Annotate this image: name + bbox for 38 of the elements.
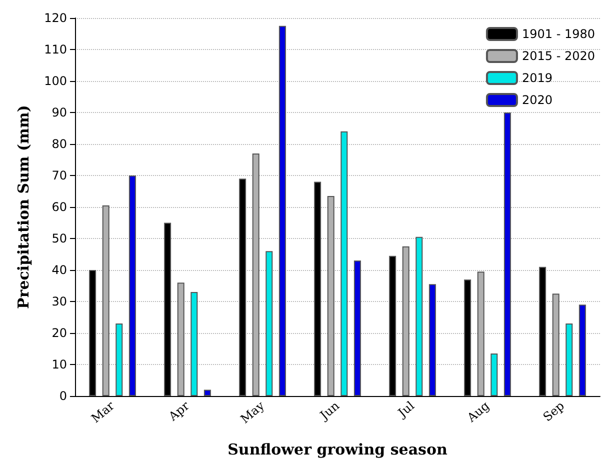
x-tick-label: Sep — [540, 398, 568, 424]
bar — [354, 260, 361, 396]
y-tick-label: 120 — [44, 11, 67, 25]
bar — [566, 324, 573, 396]
bar — [116, 324, 123, 396]
bar — [278, 26, 286, 396]
y-tick-label: 20 — [52, 326, 67, 340]
bar — [128, 176, 136, 396]
bar — [428, 284, 436, 396]
y-tick-label: 110 — [44, 42, 67, 56]
x-tick-label: Aug — [464, 398, 492, 426]
legend-label: 2015 - 2020 — [522, 49, 596, 63]
legend-label: 1901 - 1980 — [522, 27, 596, 41]
y-tick-label: 10 — [52, 358, 67, 372]
y-tick-label: 70 — [52, 168, 67, 182]
y-tick-label: 80 — [52, 137, 67, 151]
bar — [204, 390, 211, 396]
y-tick-label: 0 — [59, 389, 67, 403]
x-axis-title: Sunflower growing season — [228, 440, 448, 458]
y-tick-label: 50 — [52, 232, 67, 246]
x-tick-label: Apr — [165, 398, 192, 424]
bar — [416, 236, 423, 396]
bar — [578, 304, 586, 396]
bar — [340, 131, 348, 396]
bar — [504, 112, 511, 396]
x-tick-label: Jul — [394, 398, 418, 422]
legend-label: 2019 — [522, 71, 553, 85]
y-axis-title: Precipitation Sum (mm) — [14, 105, 32, 309]
x-tick-label: Jun — [316, 398, 342, 424]
y-tick-label: 90 — [52, 106, 67, 120]
y-tick-label: 100 — [44, 74, 67, 88]
bar — [190, 292, 198, 396]
legend-label: 2020 — [522, 93, 553, 107]
y-tick-label: 30 — [52, 294, 67, 308]
bar — [490, 353, 498, 396]
y-tick-label: 60 — [52, 200, 67, 214]
y-tick-label: 40 — [52, 263, 67, 277]
bar — [266, 251, 273, 396]
